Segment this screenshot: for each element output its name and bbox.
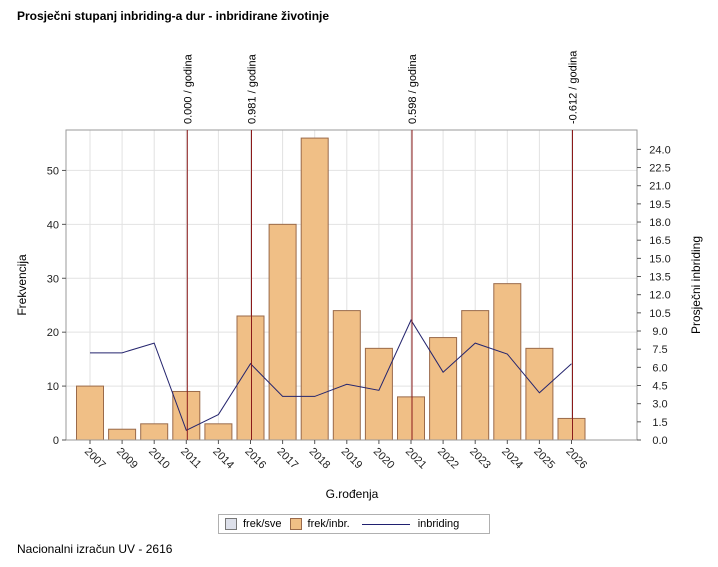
x-axis-title: G.rođenja [326, 487, 379, 501]
y-tick-label: 10 [47, 381, 59, 393]
bar-2023 [461, 310, 490, 441]
bar-2018 [300, 137, 329, 441]
x-tick-label-2016: 2016 [242, 446, 268, 472]
bar-2007 [76, 385, 104, 441]
annotation-label-2011: 0.000 / godina [182, 53, 194, 124]
legend-item-frek-inbr: frek/inbr. [289, 518, 350, 530]
x-tick-label-2022: 2022 [435, 446, 461, 472]
y2-axis-title: Prosječni inbriding [689, 236, 703, 334]
legend-line-inbriding [361, 523, 410, 525]
bar-2025 [525, 347, 554, 441]
y-tick-label: 20 [47, 327, 59, 339]
legend-label-inbriding: inbriding [417, 518, 460, 530]
legend-item-frek-sve: frek/sve [225, 518, 282, 530]
x-tick-label-2017: 2017 [274, 446, 300, 472]
x-tick-label-2024: 2024 [499, 446, 525, 472]
x-tick-label-2014: 2014 [210, 446, 236, 472]
bar-2011 [172, 390, 201, 441]
legend-swatch-frek-sve [225, 518, 237, 530]
y2-tick-label: 0.0 [652, 435, 667, 447]
bar-2026 [557, 417, 586, 441]
legend-label-frek-sve: frek/sve [243, 518, 282, 530]
y2-tick-label: 6.0 [652, 362, 667, 374]
x-tick-label-2019: 2019 [339, 446, 365, 472]
annotation-label-2016: 0.981 / godina [247, 53, 259, 124]
bar-2022 [429, 337, 458, 441]
bar-2021 [397, 396, 425, 441]
y2-tick-label: 16.5 [649, 235, 670, 247]
footer-note: Nacionalni izračun UV - 2616 [17, 542, 173, 556]
y-tick-label: 0 [53, 435, 59, 447]
y2-tick-label: 24.0 [649, 144, 670, 156]
x-tick-label-2025: 2025 [531, 446, 557, 472]
y2-tick-label: 1.5 [652, 417, 667, 429]
chart-title: Prosječni stupanj inbriding-a dur - inbr… [17, 9, 330, 23]
y2-tick-label: 21.0 [649, 181, 670, 193]
y2-tick-label: 7.5 [652, 344, 667, 356]
x-tick-label-2018: 2018 [307, 446, 333, 472]
y2-tick-label: 22.5 [649, 163, 670, 175]
legend-label-frek-inbr: frek/inbr. [307, 518, 350, 530]
x-tick-label-2026: 2026 [563, 446, 589, 472]
bar-2020 [364, 347, 393, 441]
legend-item-inbriding: inbriding [358, 518, 460, 530]
bar-2010 [140, 423, 169, 441]
annotation-label-2026: -0.612 / godina [568, 50, 580, 124]
x-tick-label-2007: 2007 [82, 446, 108, 472]
chart-legend: frek/sve frek/inbr. inbriding [218, 514, 490, 534]
bar-2019 [332, 310, 361, 441]
y2-tick-label: 15.0 [649, 253, 670, 265]
y2-tick-label: 9.0 [652, 326, 667, 338]
y-axis-title: Frekvencija [15, 254, 29, 316]
x-tick-label-2021: 2021 [403, 446, 429, 472]
bar-2024 [493, 283, 522, 441]
x-tick-label-2009: 2009 [114, 446, 140, 472]
y2-tick-label: 18.0 [649, 217, 670, 229]
y2-tick-label: 13.5 [649, 272, 670, 284]
series-line-inbriding [90, 319, 572, 432]
x-tick-label-2020: 2020 [371, 446, 397, 472]
x-tick-label-2023: 2023 [467, 446, 493, 472]
y-tick-label: 50 [47, 165, 59, 177]
bar-2017 [268, 223, 297, 441]
annotation-label-2021: 0.598 / godina [407, 53, 419, 124]
y2-tick-label: 4.5 [652, 381, 667, 393]
y-tick-label: 40 [47, 219, 59, 231]
legend-swatch-frek-inbr [289, 518, 302, 530]
bar-2014 [204, 423, 233, 441]
y2-tick-label: 12.0 [649, 290, 670, 302]
y2-tick-label: 10.5 [649, 308, 670, 320]
y-tick-label: 30 [47, 273, 59, 285]
x-tick-label-2011: 2011 [178, 446, 203, 471]
x-tick-label-2010: 2010 [146, 446, 172, 472]
bar-2009 [108, 428, 137, 441]
y2-tick-label: 3.0 [652, 399, 667, 411]
y2-tick-label: 19.5 [649, 199, 670, 211]
